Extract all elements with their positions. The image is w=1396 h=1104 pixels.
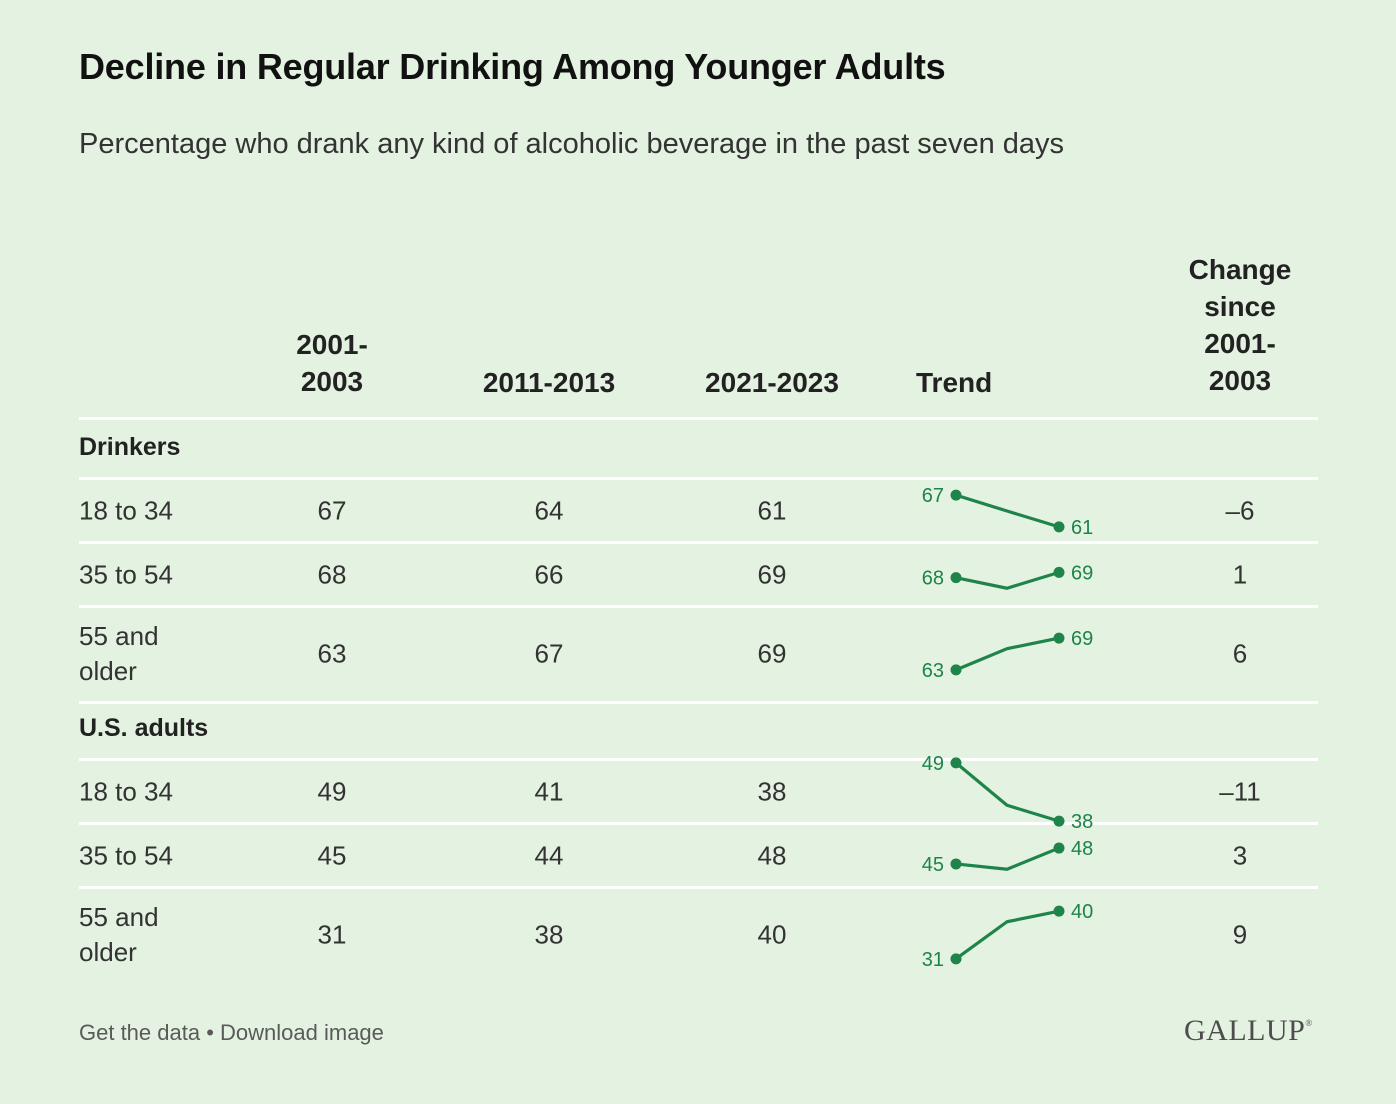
value-cell: 45 xyxy=(317,840,347,871)
get-the-data-link[interactable]: Get the data xyxy=(79,1020,201,1045)
header-2001-2003-line2: 2003 xyxy=(300,366,364,397)
group-label: U.S. adults xyxy=(79,714,209,742)
value-cell: 44 xyxy=(534,840,564,871)
trend-end-label: 40 xyxy=(1071,901,1093,923)
change-cell: –6 xyxy=(1225,495,1255,526)
trend-point xyxy=(1053,632,1065,644)
value-cell: 48 xyxy=(757,840,787,871)
trend-start-label: 63 xyxy=(922,660,944,682)
group-top-rule xyxy=(79,701,1318,704)
trend-point xyxy=(1053,815,1065,827)
value-cell: 66 xyxy=(534,559,564,590)
row-rule xyxy=(79,886,1318,889)
value-cell: 69 xyxy=(757,638,787,669)
trend-point xyxy=(1053,566,1065,578)
trend-start-label: 49 xyxy=(922,753,944,775)
row-rule xyxy=(79,822,1318,825)
row-rule xyxy=(79,605,1318,608)
value-cell: 67 xyxy=(534,638,564,669)
trend-start-label: 31 xyxy=(922,949,944,971)
trend-start-label: 45 xyxy=(922,854,944,876)
trend-point xyxy=(1053,521,1065,533)
trend-point xyxy=(950,489,962,501)
group-label: Drinkers xyxy=(79,433,181,461)
trend-end-label: 48 xyxy=(1071,838,1093,860)
header-2001-2003-line1: 2001- xyxy=(296,329,368,360)
trend-end-label: 61 xyxy=(1071,517,1093,539)
trend-point xyxy=(950,953,962,965)
value-cell: 68 xyxy=(317,559,347,590)
value-cell: 67 xyxy=(317,495,347,526)
row-label-line1: 18 to 34 xyxy=(79,495,173,526)
change-cell: 1 xyxy=(1232,559,1248,590)
gallup-logo: GALLUP® xyxy=(1184,1014,1313,1048)
header-2011-2013: 2011-2013 xyxy=(482,367,616,398)
trend-line xyxy=(954,846,1061,871)
value-cell: 38 xyxy=(757,776,787,807)
row-label-line1: 35 to 54 xyxy=(79,559,173,590)
trend-point xyxy=(950,572,962,584)
row-label: 55 and older xyxy=(79,900,159,970)
row-label-line1: 18 to 34 xyxy=(79,776,173,807)
change-cell: 3 xyxy=(1232,840,1248,871)
header-change-line4: 2003 xyxy=(1208,365,1272,396)
trend-point xyxy=(1053,905,1065,917)
value-cell: 41 xyxy=(534,776,564,807)
change-cell: –11 xyxy=(1219,776,1261,807)
change-cell: 9 xyxy=(1232,919,1248,950)
trend-line xyxy=(954,570,1061,590)
chart-title: Decline in Regular Drinking Among Younge… xyxy=(79,46,946,87)
value-cell: 69 xyxy=(757,559,787,590)
registered-mark: ® xyxy=(1305,1018,1313,1028)
header-change: Change since 2001- 2003 xyxy=(1160,251,1320,399)
value-cell: 63 xyxy=(317,638,347,669)
value-cell: 38 xyxy=(534,919,564,950)
row-label: 35 to 54 xyxy=(79,558,173,593)
trend-line xyxy=(954,636,1061,672)
value-cell: 64 xyxy=(534,495,564,526)
row-label-line2: older xyxy=(79,656,137,686)
trend-line xyxy=(954,761,1061,823)
trend-point xyxy=(950,858,962,870)
row-rule xyxy=(79,477,1318,480)
header-trend: Trend xyxy=(916,367,993,398)
row-label-line1: 55 and xyxy=(79,621,159,651)
value-cell: 31 xyxy=(317,919,347,950)
header-change-line2: since xyxy=(1204,291,1276,322)
trend-end-label: 38 xyxy=(1071,811,1093,833)
row-label-line2: older xyxy=(79,937,137,967)
download-image-link[interactable]: Download image xyxy=(220,1020,384,1045)
value-cell: 40 xyxy=(757,919,787,950)
header-change-line1: Change xyxy=(1188,254,1292,285)
trend-end-label: 69 xyxy=(1071,562,1093,584)
header-2021-2023: 2021-2023 xyxy=(705,367,839,398)
gallup-logo-text: GALLUP xyxy=(1184,1014,1306,1047)
header-2001-2003: 2001- 2003 xyxy=(262,326,402,400)
value-cell: 49 xyxy=(317,776,347,807)
footer-links: Get the data • Download image xyxy=(79,1020,384,1046)
trend-line xyxy=(954,493,1061,529)
row-rule xyxy=(79,541,1318,544)
row-label-line1: 55 and xyxy=(79,902,159,932)
trend-point xyxy=(950,757,962,769)
group-top-rule xyxy=(79,417,1318,420)
trend-end-label: 69 xyxy=(1071,628,1093,650)
change-cell: 6 xyxy=(1232,638,1248,669)
row-label: 18 to 34 xyxy=(79,494,173,529)
footer-separator: • xyxy=(200,1020,221,1045)
row-label-line1: 35 to 54 xyxy=(79,840,173,871)
chart-subtitle: Percentage who drank any kind of alcohol… xyxy=(79,128,1065,160)
row-label: 35 to 54 xyxy=(79,839,173,874)
row-label: 18 to 34 xyxy=(79,775,173,810)
trend-point xyxy=(950,664,962,676)
value-cell: 61 xyxy=(757,495,787,526)
header-change-line3: 2001- xyxy=(1204,328,1276,359)
row-label: 55 and older xyxy=(79,619,159,689)
trend-start-label: 67 xyxy=(922,485,944,507)
trend-line xyxy=(954,909,1061,961)
trend-start-label: 68 xyxy=(922,568,944,590)
row-rule xyxy=(79,758,1318,761)
trend-point xyxy=(1053,842,1065,854)
